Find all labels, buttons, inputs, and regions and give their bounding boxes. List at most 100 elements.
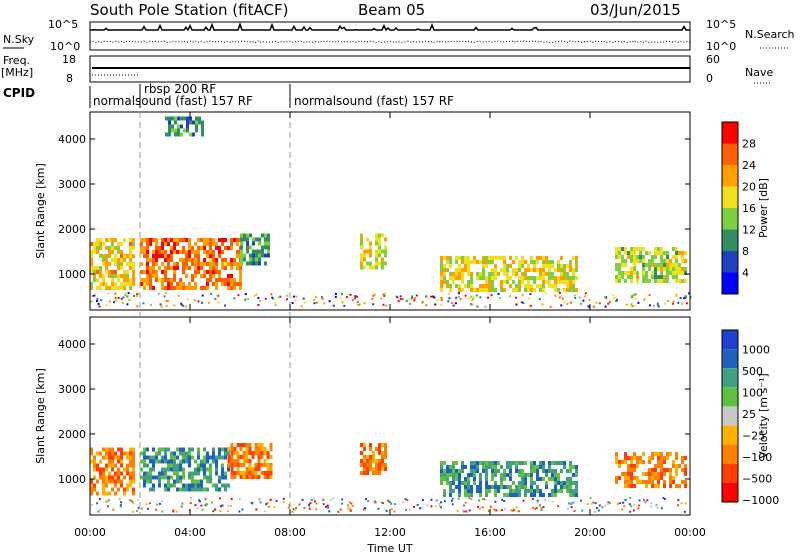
data-cell — [224, 471, 227, 476]
data-cell — [152, 483, 155, 488]
data-cell — [102, 479, 105, 484]
data-cell — [252, 249, 255, 254]
noise-cell — [172, 509, 175, 512]
data-cell — [233, 286, 236, 290]
data-cell — [209, 475, 212, 480]
data-cell — [630, 247, 633, 251]
noise-cell — [140, 507, 143, 510]
noise-cell — [676, 295, 678, 297]
data-cell — [230, 459, 234, 463]
noise-cell — [477, 505, 479, 508]
data-cell — [473, 465, 476, 469]
data-cell — [506, 493, 509, 497]
data-cell — [239, 278, 242, 282]
data-cell — [155, 455, 158, 460]
noise-cell — [96, 502, 99, 505]
data-cell — [542, 280, 545, 284]
data-cell — [536, 260, 539, 264]
data-cell — [440, 288, 443, 292]
data-cell — [512, 260, 515, 264]
data-cell — [494, 272, 497, 276]
data-cell — [621, 255, 624, 259]
data-cell — [158, 451, 161, 456]
data-cell — [518, 276, 521, 280]
data-cell — [455, 477, 458, 481]
data-cell — [117, 459, 120, 464]
noise-cell — [440, 297, 443, 299]
noise-cell — [479, 296, 482, 299]
data-cell — [174, 116, 177, 121]
data-cell — [191, 483, 194, 488]
data-cell — [648, 460, 651, 464]
noise-cell — [515, 303, 518, 306]
data-cell — [221, 282, 224, 286]
data-cell — [446, 465, 449, 469]
data-cell — [212, 242, 215, 246]
data-cell — [218, 447, 221, 452]
data-cell — [563, 276, 566, 280]
data-cell — [485, 288, 488, 292]
noise-cell — [264, 297, 267, 300]
data-cell — [642, 247, 645, 251]
data-cell — [618, 255, 621, 259]
data-cell — [569, 268, 572, 272]
data-cell — [173, 238, 176, 242]
data-cell — [186, 116, 189, 121]
data-cell — [218, 246, 221, 250]
noise-cell — [573, 510, 576, 513]
data-cell — [530, 493, 533, 497]
data-cell — [381, 257, 384, 262]
data-cell — [170, 246, 173, 250]
data-cell — [503, 272, 506, 276]
data-cell — [542, 461, 545, 465]
data-cell — [221, 467, 224, 472]
data-cell — [132, 467, 135, 472]
data-cell — [209, 471, 212, 476]
data-cell — [239, 274, 242, 278]
data-cell — [636, 255, 639, 259]
data-cell — [675, 456, 678, 460]
data-cell — [624, 271, 627, 275]
data-cell — [461, 481, 464, 485]
data-cell — [93, 455, 96, 460]
data-cell — [378, 451, 381, 455]
colorbar-swatch — [722, 387, 738, 407]
data-cell — [126, 278, 129, 282]
data-cell — [266, 467, 270, 471]
data-cell — [194, 467, 197, 472]
data-cell — [446, 256, 449, 260]
data-cell — [497, 256, 500, 260]
data-cell — [203, 475, 206, 480]
data-cell — [663, 267, 666, 271]
data-cell — [143, 282, 146, 286]
velocity-colorbar-frame — [721, 329, 739, 503]
data-cell — [120, 471, 123, 476]
noise-cell — [643, 298, 646, 301]
noise-cell — [498, 297, 501, 299]
data-cell — [639, 259, 642, 263]
noise-cell — [494, 500, 497, 503]
data-cell — [149, 258, 152, 262]
data-cell — [458, 272, 461, 276]
noise-cell — [172, 510, 175, 513]
data-cell — [621, 275, 624, 279]
data-cell — [467, 264, 470, 268]
data-cell — [143, 246, 146, 250]
data-cell — [176, 467, 179, 472]
noise-cell — [604, 305, 607, 308]
data-cell — [197, 483, 200, 488]
data-cell — [630, 464, 633, 468]
data-cell — [494, 469, 497, 473]
noise-cell — [430, 295, 433, 298]
data-cell — [678, 263, 681, 267]
noise-cell — [623, 505, 626, 508]
data-cell — [146, 242, 149, 246]
data-cell — [254, 447, 258, 451]
data-cell — [197, 262, 200, 266]
data-cell — [560, 461, 563, 465]
noise-cell — [544, 499, 547, 501]
data-cell — [524, 473, 527, 477]
noise-cell — [433, 296, 436, 299]
data-cell — [90, 250, 93, 254]
